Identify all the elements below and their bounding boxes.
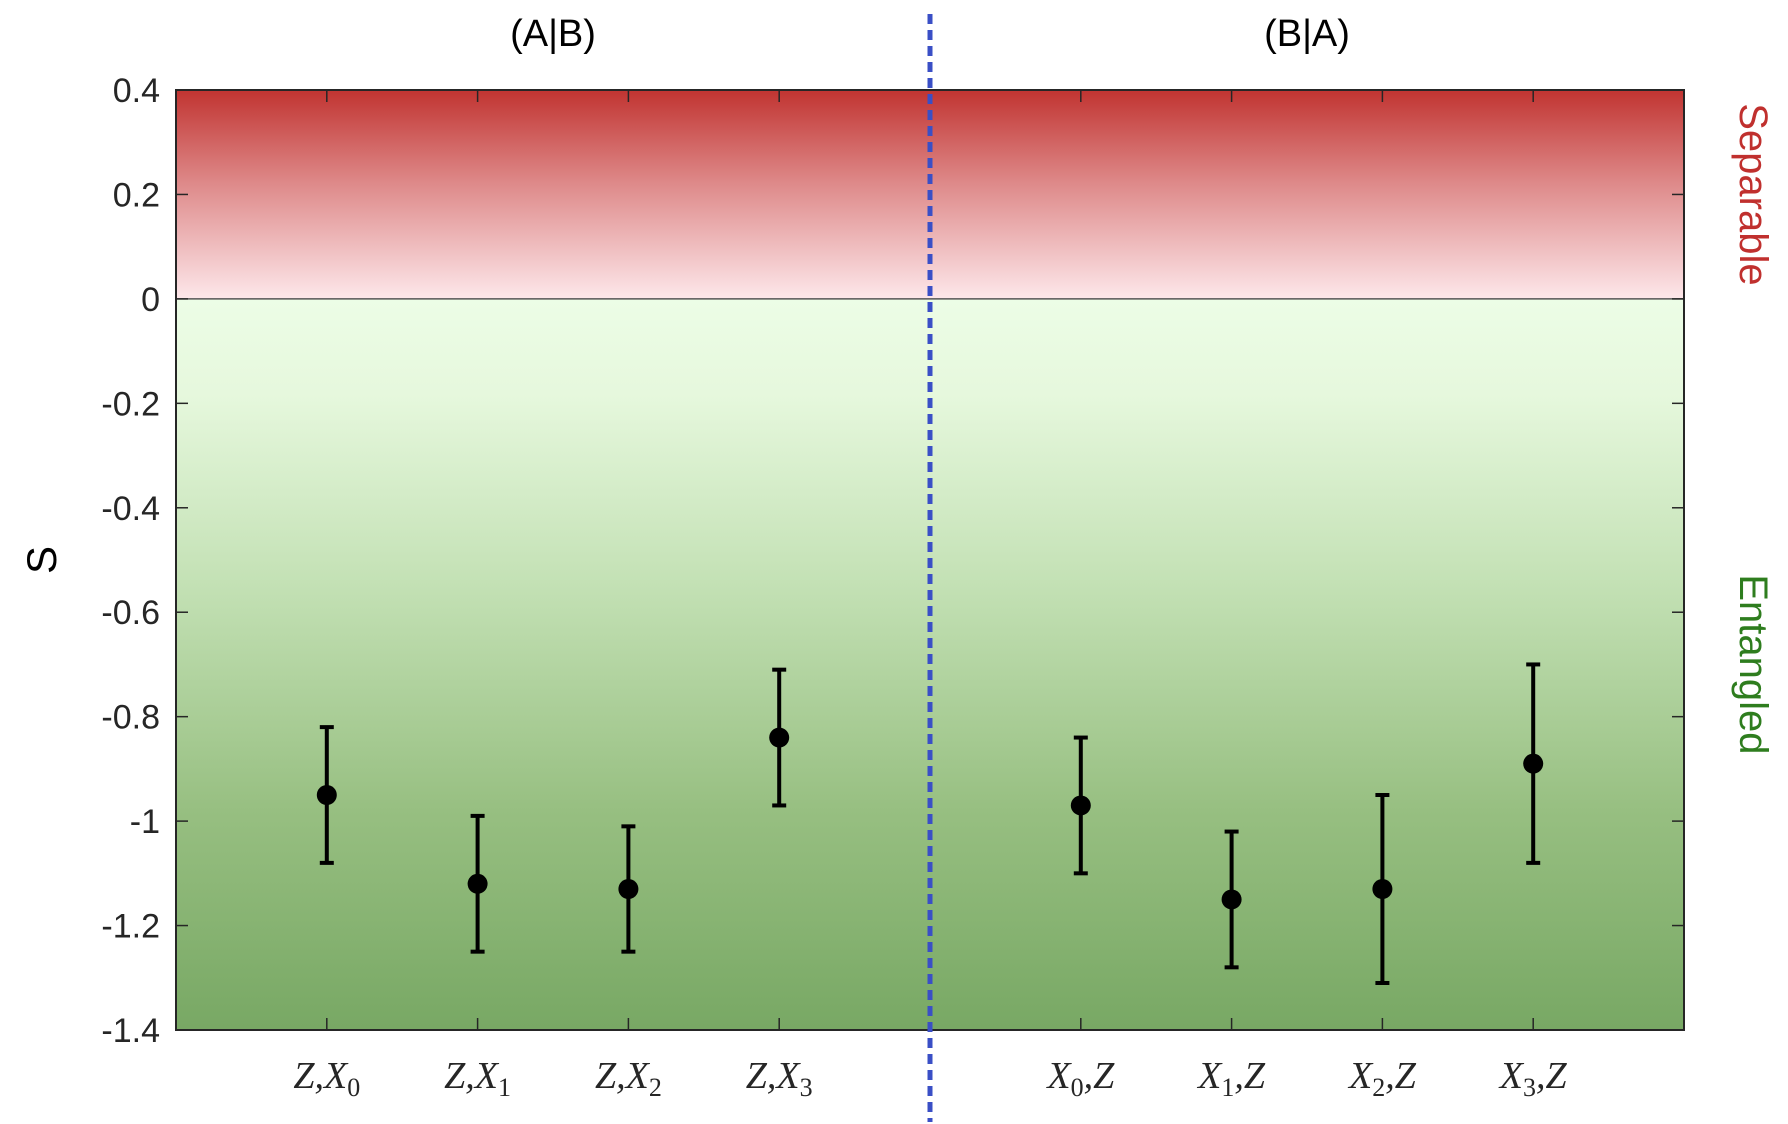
y-tick-label: -0.2	[101, 385, 160, 423]
y-tick-labels: 0.4 0.2 0 -0.2 -0.4 -0.6 -0.8 -1 -1.2 -1.4	[101, 72, 160, 1050]
y-tick-label: 0.4	[113, 72, 160, 110]
entangled-label: Entangled	[1731, 574, 1775, 754]
panel-title-a-given-b: (A|B)	[510, 13, 596, 55]
y-tick-label: -0.8	[101, 699, 160, 737]
data-marker	[316, 785, 337, 805]
x-tick-label: X3,Z	[1498, 1055, 1568, 1102]
x-tick-label: Z,X0	[293, 1055, 360, 1102]
data-marker	[467, 873, 488, 894]
data-point-8	[1523, 662, 1544, 865]
data-point-2	[467, 813, 488, 954]
y-axis-label: S	[18, 546, 65, 574]
data-point-4	[769, 667, 790, 808]
x-tick-label: Z,X2	[595, 1055, 662, 1102]
y-tick-label: -1.2	[101, 908, 160, 946]
separable-label: Separable	[1731, 103, 1775, 285]
data-marker	[1372, 879, 1393, 899]
data-point-6	[1221, 829, 1242, 970]
data-marker	[769, 727, 790, 748]
data-point-1	[316, 725, 337, 865]
x-tick-label: X1,Z	[1196, 1055, 1266, 1102]
data-point-3	[618, 824, 639, 954]
y-tick-label: -1.4	[101, 1012, 160, 1050]
panel-title-b-given-a: (B|A)	[1264, 13, 1350, 55]
data-marker	[1523, 753, 1544, 774]
x-tick-label: X2,Z	[1347, 1055, 1417, 1102]
y-tick-label: -0.4	[101, 490, 160, 528]
y-tick-label: -1	[130, 803, 160, 841]
data-marker	[618, 879, 639, 899]
y-tick-label: 0	[141, 281, 160, 319]
x-tick-labels: Z,X0 Z,X1 Z,X2 Z,X3 X0,Z X1,Z X2,Z X3,Z	[293, 1055, 1567, 1102]
data-marker	[1070, 795, 1091, 816]
y-tick-label: -0.6	[101, 594, 160, 632]
entangled-region	[176, 298, 1684, 1030]
axis-ticks	[176, 89, 1684, 1031]
x-tick-label: Z,X1	[444, 1055, 511, 1102]
y-tick-label: 0.2	[113, 176, 160, 214]
data-point-5	[1070, 735, 1091, 876]
data-marker	[1221, 889, 1242, 910]
data-points	[316, 662, 1544, 985]
data-point-7	[1372, 793, 1393, 985]
x-tick-label: Z,X3	[746, 1055, 813, 1102]
x-tick-label: X0,Z	[1045, 1055, 1115, 1102]
